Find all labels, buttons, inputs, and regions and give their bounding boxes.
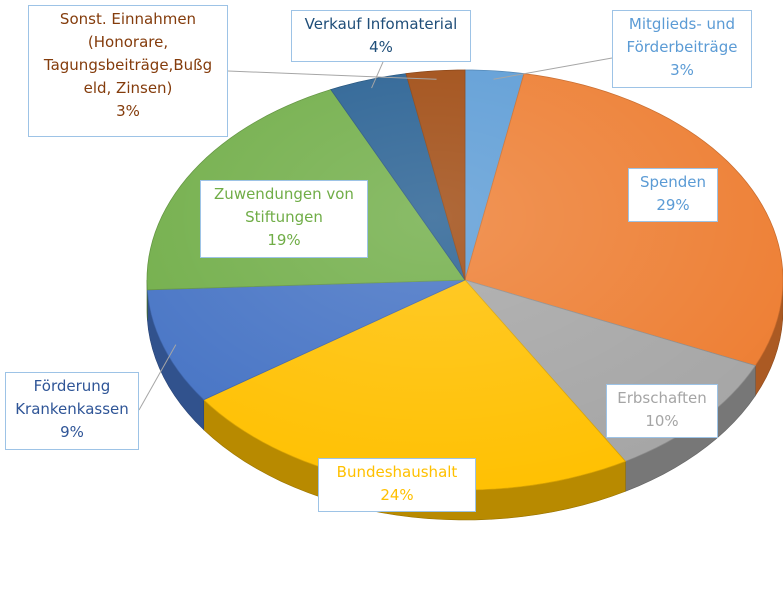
data-label-percent: 3% [33, 100, 223, 123]
data-label-percent: 3% [617, 59, 747, 82]
data-label-percent: 19% [205, 229, 363, 252]
data-label-percent: 4% [296, 36, 466, 59]
leader-line-mitglieds-und-foerderbeitraege [493, 58, 612, 79]
data-label-name: Spenden [633, 171, 713, 194]
data-label-percent: 29% [633, 194, 713, 217]
data-label-sonst-einnahmen-honorare-tagungsbeitraege-bussg-eld-zinsen: Sonst. Einnahmen (Honorare, Tagungsbeitr… [28, 5, 228, 137]
data-label-name: Sonst. Einnahmen (Honorare, Tagungsbeitr… [33, 8, 223, 100]
data-label-percent: 10% [611, 410, 713, 433]
data-label-name: Verkauf Infomaterial [296, 13, 466, 36]
data-label-name: Zuwendungen von Stiftungen [205, 183, 363, 229]
data-label-name: Erbschaften [611, 387, 713, 410]
data-label-percent: 24% [323, 484, 471, 507]
data-label-percent: 9% [10, 421, 134, 444]
data-label-name: Mitglieds- und Förderbeiträge [617, 13, 747, 59]
data-label-name: Bundeshaushalt [323, 461, 471, 484]
data-label-name: Förderung Krankenkassen [10, 375, 134, 421]
